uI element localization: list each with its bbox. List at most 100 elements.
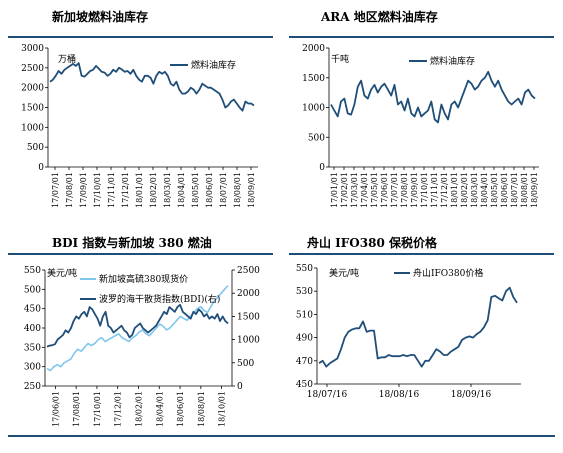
x-tick-label: 17/09/01 (410, 172, 419, 208)
x-tick-label: 17/12/01 (440, 172, 449, 208)
x-tick-label: 18/03/01 (163, 172, 172, 208)
y-tick-label: 350 (24, 343, 41, 353)
unit-label: 万桶 (58, 53, 76, 65)
series-line (318, 286, 518, 368)
title-rule (289, 36, 554, 38)
x-tick-label: 18/08/16 (379, 390, 420, 400)
y-tick-label: 1500 (302, 74, 325, 84)
y-right-tick-label: 2000 (237, 289, 260, 299)
y-tick-label: 3000 (21, 44, 44, 54)
legend-label: 燃料油库存 (430, 55, 475, 67)
x-tick-label: 18/10/01 (218, 391, 227, 427)
x-tick-label: 18/07/01 (510, 172, 519, 208)
x-tick-label: 17/02/01 (340, 172, 349, 208)
x-tick-label: 17/06/01 (51, 391, 60, 427)
x-tick-label: 18/03/01 (470, 172, 479, 208)
chart-zhoushan-ifo380: 450 470 490 510 530 550 18/07/16 18/08/16 18/09/… (296, 264, 521, 400)
chart-title: 新加坡燃料油库存 (52, 10, 149, 24)
title-rule (8, 36, 273, 38)
title-rule (8, 253, 273, 255)
x-tick-label: 17/08/01 (72, 391, 81, 427)
series-line (330, 70, 536, 124)
unit-label: 美元/吨 (47, 267, 77, 279)
series-line (46, 284, 229, 372)
x-tick-label: 18/04/01 (177, 172, 186, 208)
y-tick-label: 500 (24, 285, 41, 295)
chart-title: ARA 地区燃料油库存 (321, 10, 438, 24)
bottom-rule (8, 435, 555, 437)
chart-ara-inventory: 0 500 1000 1500 2000 17/01/01 17/02/01 17/03/01… (302, 44, 539, 208)
y-tick-label: 450 (296, 380, 313, 390)
chart-title: 舟山 IFO380 保税价格 (307, 236, 437, 250)
y-tick-label: 450 (24, 305, 41, 315)
x-tick-label: 18/04/01 (155, 391, 164, 427)
x-tick-label: 17/11/01 (107, 172, 116, 208)
x-tick-label: 18/09/16 (451, 390, 492, 400)
x-tick-label: 18/07/01 (219, 172, 228, 208)
unit-label: 千吨 (331, 53, 349, 65)
y-tick-label: 400 (24, 324, 41, 334)
x-tick-label: 17/12/01 (114, 391, 123, 427)
y-tick-label: 2500 (21, 64, 44, 74)
y-tick-label: 0 (38, 163, 44, 173)
legend-label: 波罗的海干散货指数(BDI)(右) (99, 293, 220, 305)
x-tick-label: 17/11/01 (430, 172, 439, 208)
x-tick-label: 18/02/01 (149, 172, 158, 208)
title-rule (289, 253, 554, 255)
x-tick-label: 18/06/01 (205, 172, 214, 208)
y-tick-label: 470 (296, 357, 313, 367)
y-tick-label: 1000 (302, 104, 325, 114)
x-tick-label: 17/04/01 (360, 172, 369, 208)
x-tick-label: 18/01/01 (135, 172, 144, 208)
x-tick-label: 18/08/01 (520, 172, 529, 208)
x-tick-label: 18/06/01 (500, 172, 509, 208)
x-tick-label: 18/08/01 (197, 391, 206, 427)
x-tick-label: 17/08/01 (400, 172, 409, 208)
x-tick-label: 17/12/01 (121, 172, 130, 208)
x-tick-label: 18/02/01 (460, 172, 469, 208)
y-tick-label: 2000 (21, 84, 44, 94)
chart-bdi-vs-380: 250 300 350 400 450 500 550 0 500 1000 1500 2000 250… (24, 266, 260, 427)
y-tick-label: 1500 (21, 104, 44, 114)
x-tick-label: 18/04/01 (480, 172, 489, 208)
x-tick-label: 18/05/01 (490, 172, 499, 208)
unit-label: 美元/吨 (329, 267, 359, 279)
y-tick-label: 510 (296, 310, 313, 320)
x-tick-label: 18/07/16 (307, 390, 348, 400)
x-tick-label: 18/02/01 (135, 391, 144, 427)
x-tick-label: 17/06/01 (380, 172, 389, 208)
legend-label: 舟山IFO380价格 (413, 267, 483, 279)
legend-label: 燃料油库存 (191, 59, 236, 71)
x-tick-label: 17/07/01 (51, 172, 60, 208)
y-tick-label: 250 (24, 382, 41, 392)
y-tick-label: 550 (296, 264, 313, 274)
x-tick-label: 18/09/01 (247, 172, 256, 208)
x-tick-label: 17/10/01 (93, 172, 102, 208)
y-tick-label: 500 (27, 143, 44, 153)
y-tick-label: 1000 (21, 123, 44, 133)
chart-title: BDI 指数与新加坡 380 燃油 (52, 236, 212, 250)
y-right-tick-label: 500 (237, 359, 254, 369)
x-tick-label: 17/07/01 (390, 172, 399, 208)
x-tick-label: 18/01/01 (450, 172, 459, 208)
y-right-tick-label: 0 (237, 382, 243, 392)
x-tick-label: 18/05/01 (191, 172, 200, 208)
panel-singapore-inventory: 新加坡燃料油库存 0 500 1000 1500 2000 2500 3000 17/07/0… (0, 0, 281, 226)
x-tick-label: 17/03/01 (350, 172, 359, 208)
y-right-tick-label: 2500 (237, 266, 260, 276)
chart-singapore-inventory: 0 500 1000 1500 2000 2500 3000 17/07/01 17/08/01… (21, 44, 258, 208)
y-tick-label: 300 (24, 363, 41, 373)
x-tick-label: 17/01/01 (330, 172, 339, 208)
y-tick-label: 2000 (302, 44, 325, 54)
y-right-tick-label: 1500 (237, 312, 260, 322)
y-tick-label: 500 (308, 133, 325, 143)
y-tick-label: 0 (319, 163, 325, 173)
series-line (49, 62, 255, 112)
y-tick-label: 490 (296, 334, 313, 344)
y-right-tick-label: 1000 (237, 336, 260, 346)
legend-label: 新加坡高硫380现货价 (99, 273, 188, 285)
panel-zhoushan-ifo380: 舟山 IFO380 保税价格 450 470 490 510 530 550 18/07/1… (281, 226, 562, 452)
x-tick-label: 17/08/01 (65, 172, 74, 208)
series-line (46, 303, 229, 348)
x-tick-label: 17/10/01 (93, 391, 102, 427)
